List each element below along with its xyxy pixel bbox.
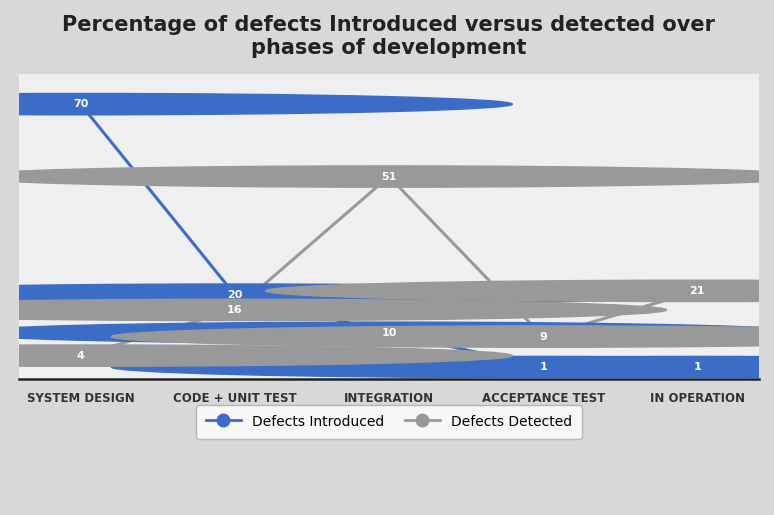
Text: 16: 16 — [227, 305, 242, 315]
Text: 20: 20 — [227, 289, 242, 300]
Text: 70: 70 — [73, 99, 88, 109]
Text: 51: 51 — [382, 171, 396, 181]
Text: 10: 10 — [382, 328, 396, 338]
Text: 9: 9 — [539, 332, 547, 341]
Circle shape — [265, 280, 774, 301]
Circle shape — [0, 322, 774, 344]
Text: 1: 1 — [694, 362, 701, 372]
Circle shape — [0, 284, 666, 305]
Circle shape — [111, 326, 774, 347]
Circle shape — [0, 299, 666, 320]
Text: 1: 1 — [539, 362, 547, 372]
Text: 21: 21 — [690, 286, 705, 296]
Circle shape — [0, 166, 774, 187]
Circle shape — [0, 93, 512, 115]
Title: Percentage of defects Introduced versus detected over
phases of development: Percentage of defects Introduced versus … — [63, 15, 715, 58]
Text: 4: 4 — [77, 351, 84, 360]
Legend: Defects Introduced, Defects Detected: Defects Introduced, Defects Detected — [197, 405, 581, 439]
Circle shape — [0, 345, 512, 366]
Circle shape — [111, 356, 774, 377]
Circle shape — [265, 356, 774, 377]
